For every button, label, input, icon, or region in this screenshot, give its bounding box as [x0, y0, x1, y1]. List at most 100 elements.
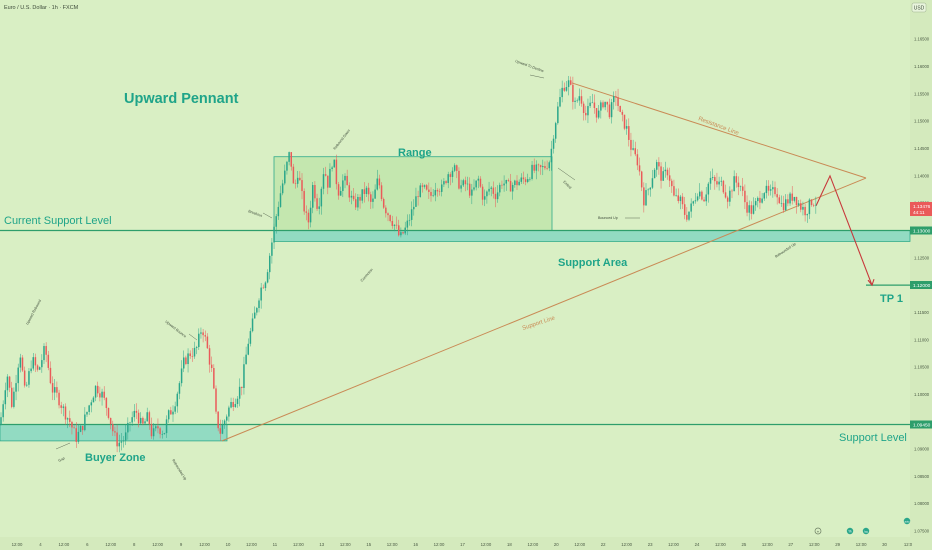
candle-body	[260, 287, 262, 301]
support-trendline	[221, 177, 867, 442]
candle-body	[503, 183, 505, 186]
candle-body	[615, 96, 617, 98]
time-tick-label: 6	[86, 542, 89, 547]
candle-body	[490, 187, 492, 189]
candle-body	[150, 424, 153, 437]
candle-body	[514, 180, 516, 185]
candle-body	[41, 360, 43, 368]
candle-body	[243, 364, 245, 388]
candle-body	[548, 162, 550, 169]
log-toggle[interactable]	[862, 527, 870, 535]
candle-body	[120, 441, 123, 443]
candle-body	[449, 174, 452, 177]
candle-body	[101, 391, 103, 398]
candle-body	[563, 87, 566, 91]
symbol-title: Euro / U.S. Dollar · 1h · FXCM	[4, 5, 79, 11]
candle-body	[322, 174, 325, 189]
candle-body	[202, 332, 204, 336]
candle-body	[746, 202, 748, 213]
candle-body	[36, 365, 39, 370]
time-tick-label: 12:00	[574, 542, 585, 547]
time-axis[interactable]	[0, 537, 932, 550]
plot-area[interactable]	[0, 0, 910, 537]
time-tick-label: 9	[180, 542, 183, 547]
candle-body	[453, 165, 456, 171]
candle-body	[761, 198, 763, 203]
candle-body	[88, 405, 90, 412]
gear-glyph: ✦	[817, 530, 821, 534]
candle-body	[645, 190, 647, 206]
candle-body	[34, 357, 37, 366]
candle-body	[531, 164, 533, 179]
time-axis-labels: 12:00 4 12:00 6 12:00 8 12:00 9 12:00 10 12:00 11 12…	[12, 542, 913, 547]
candle-body	[346, 175, 348, 186]
price-tick-label: 1.09000	[914, 447, 930, 452]
candle-body	[245, 354, 247, 365]
time-tick-label: 15	[366, 542, 371, 547]
candle-body	[552, 138, 555, 149]
candle-body	[707, 183, 710, 195]
candle-body	[737, 182, 740, 188]
support-area-label: Support Area	[558, 257, 628, 269]
candle-body	[193, 347, 196, 357]
candle-body	[522, 177, 525, 180]
candle-body	[348, 185, 351, 198]
candle-body	[327, 175, 329, 188]
time-tick-label: 13	[319, 542, 324, 547]
candle-body	[535, 164, 538, 171]
candle-body	[643, 187, 645, 206]
candle-body	[546, 168, 548, 169]
candle-body	[286, 161, 288, 171]
candle-body	[331, 167, 333, 169]
currency-badge-box[interactable]	[911, 2, 927, 13]
candle-body	[223, 420, 226, 425]
candle-body	[632, 148, 634, 150]
candle-body	[800, 203, 802, 210]
candle-body	[557, 106, 559, 124]
candle-body	[60, 405, 62, 408]
current-support-badge: 1.13000	[910, 226, 932, 235]
candle-body	[191, 356, 194, 357]
candle-body	[806, 214, 808, 216]
candle-body	[724, 192, 727, 198]
candle-body	[185, 357, 187, 365]
candle-body	[423, 185, 426, 187]
candle-body	[290, 152, 292, 167]
candle-body	[299, 177, 301, 181]
candle-body	[726, 197, 729, 202]
price-tick-label: 1.15500	[914, 91, 930, 96]
candle-body	[484, 196, 486, 200]
candle-body	[208, 348, 211, 365]
time-tick-label: 12:00	[12, 542, 23, 547]
price-tick-label: 1.10500	[914, 365, 930, 370]
current-price-badge: 1.13476 44:11	[910, 202, 932, 216]
percent-toggle[interactable]	[846, 527, 854, 535]
candle-body	[163, 433, 166, 435]
candle-body	[785, 199, 787, 211]
candle-body	[628, 126, 630, 140]
candle-body	[496, 192, 499, 200]
candle-body	[567, 80, 570, 88]
candle-body	[393, 224, 396, 226]
candle-body	[808, 199, 811, 215]
candle-body	[582, 103, 585, 113]
candle-body	[477, 178, 480, 181]
candle-body	[103, 391, 105, 398]
candle-body	[763, 193, 765, 199]
candle-body	[131, 417, 133, 423]
price-axis[interactable]	[910, 0, 932, 550]
candle-body	[99, 393, 101, 398]
candle-body	[417, 196, 419, 198]
candle-body	[264, 282, 267, 289]
candle-body	[492, 187, 495, 194]
candle-body	[133, 410, 136, 418]
gear-icon[interactable]	[814, 527, 822, 535]
candle-body	[258, 300, 260, 309]
range-box	[273, 156, 553, 231]
candle-body	[329, 168, 331, 188]
auto-toggle[interactable]	[903, 517, 911, 525]
candle-body	[767, 185, 770, 191]
candle-body	[787, 199, 789, 204]
time-tick-label: 12:00	[434, 542, 445, 547]
